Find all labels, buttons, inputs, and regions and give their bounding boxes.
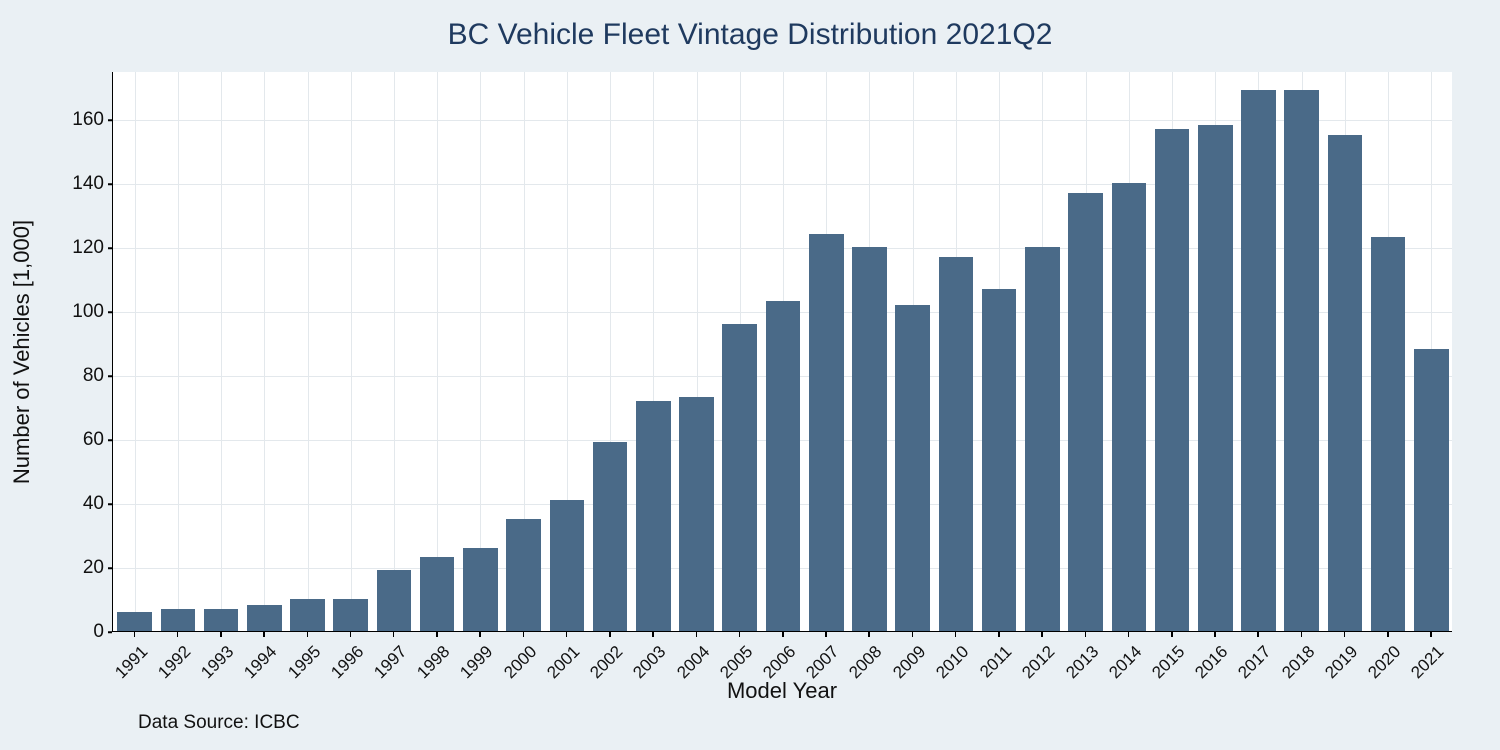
bar <box>161 609 196 631</box>
x-tick-mark <box>1214 632 1216 637</box>
bar <box>463 548 498 631</box>
y-tick-label: 80 <box>44 365 104 387</box>
bar <box>1284 90 1319 631</box>
chart-title: BC Vehicle Fleet Vintage Distribution 20… <box>0 18 1500 52</box>
bar <box>679 397 714 631</box>
bar <box>1112 183 1147 631</box>
y-tick-mark <box>108 311 112 313</box>
y-tick-mark <box>108 119 112 121</box>
data-source-note: Data Source: ICBC <box>138 712 300 734</box>
gridline-v <box>308 72 309 631</box>
bar <box>247 605 282 631</box>
x-tick-mark <box>263 632 265 637</box>
gridline-v <box>351 72 352 631</box>
x-tick-mark <box>912 632 914 637</box>
x-tick-mark <box>782 632 784 637</box>
y-tick-mark <box>108 631 112 633</box>
y-tick-mark <box>108 247 112 249</box>
x-tick-mark <box>393 632 395 637</box>
y-tick-label: 0 <box>44 621 104 643</box>
x-tick-mark <box>998 632 1000 637</box>
bar <box>939 257 974 631</box>
x-tick-mark <box>436 632 438 637</box>
bar <box>420 557 455 631</box>
bar <box>1068 193 1103 631</box>
bar <box>117 612 152 631</box>
x-tick-mark <box>825 632 827 637</box>
x-tick-mark <box>523 632 525 637</box>
bar <box>766 301 801 631</box>
x-tick-mark <box>696 632 698 637</box>
bar <box>982 289 1017 631</box>
bar <box>895 305 930 631</box>
x-tick-mark <box>1257 632 1259 637</box>
y-tick-mark <box>108 183 112 185</box>
y-tick-mark <box>108 439 112 441</box>
x-tick-mark <box>350 632 352 637</box>
x-tick-mark <box>307 632 309 637</box>
bar <box>809 234 844 631</box>
x-tick-mark <box>566 632 568 637</box>
x-tick-mark <box>479 632 481 637</box>
y-tick-label: 100 <box>44 301 104 323</box>
x-tick-mark <box>1041 632 1043 637</box>
bar <box>722 324 757 631</box>
bar <box>1328 135 1363 631</box>
gridline-v <box>221 72 222 631</box>
x-tick-mark <box>955 632 957 637</box>
bar <box>506 519 541 631</box>
bar <box>550 500 585 631</box>
y-tick-label: 160 <box>44 109 104 131</box>
x-tick-mark <box>1301 632 1303 637</box>
bar <box>204 609 239 631</box>
x-tick-mark <box>1171 632 1173 637</box>
chart-container: BC Vehicle Fleet Vintage Distribution 20… <box>0 0 1500 750</box>
bar <box>1198 125 1233 631</box>
x-tick-mark <box>609 632 611 637</box>
bar <box>852 247 887 631</box>
bar <box>1155 129 1190 631</box>
x-tick-mark <box>177 632 179 637</box>
y-tick-mark <box>108 567 112 569</box>
x-tick-mark <box>1085 632 1087 637</box>
gridline-v <box>135 72 136 631</box>
gridline-v <box>394 72 395 631</box>
x-tick-mark <box>1387 632 1389 637</box>
y-tick-label: 120 <box>44 237 104 259</box>
y-axis-label: Number of Vehicles [1,000] <box>9 220 35 484</box>
bar <box>593 442 628 631</box>
y-tick-label: 20 <box>44 557 104 579</box>
x-tick-mark <box>739 632 741 637</box>
bar <box>377 570 412 631</box>
x-axis-label: Model Year <box>112 678 1452 704</box>
bar <box>290 599 325 631</box>
x-tick-mark <box>868 632 870 637</box>
x-tick-mark <box>134 632 136 637</box>
bar <box>1371 237 1406 631</box>
y-tick-label: 40 <box>44 493 104 515</box>
bar <box>333 599 368 631</box>
y-tick-mark <box>108 375 112 377</box>
x-tick-mark <box>220 632 222 637</box>
x-tick-mark <box>652 632 654 637</box>
x-tick-mark <box>1344 632 1346 637</box>
bar <box>1414 349 1449 631</box>
bar <box>636 401 671 631</box>
gridline-v <box>264 72 265 631</box>
plot-area <box>112 72 1452 632</box>
x-tick-mark <box>1430 632 1432 637</box>
y-tick-mark <box>108 503 112 505</box>
y-tick-label: 60 <box>44 429 104 451</box>
gridline-v <box>178 72 179 631</box>
y-tick-label: 140 <box>44 173 104 195</box>
gridline-v <box>437 72 438 631</box>
x-tick-mark <box>1128 632 1130 637</box>
bar <box>1025 247 1060 631</box>
bar <box>1241 90 1276 631</box>
